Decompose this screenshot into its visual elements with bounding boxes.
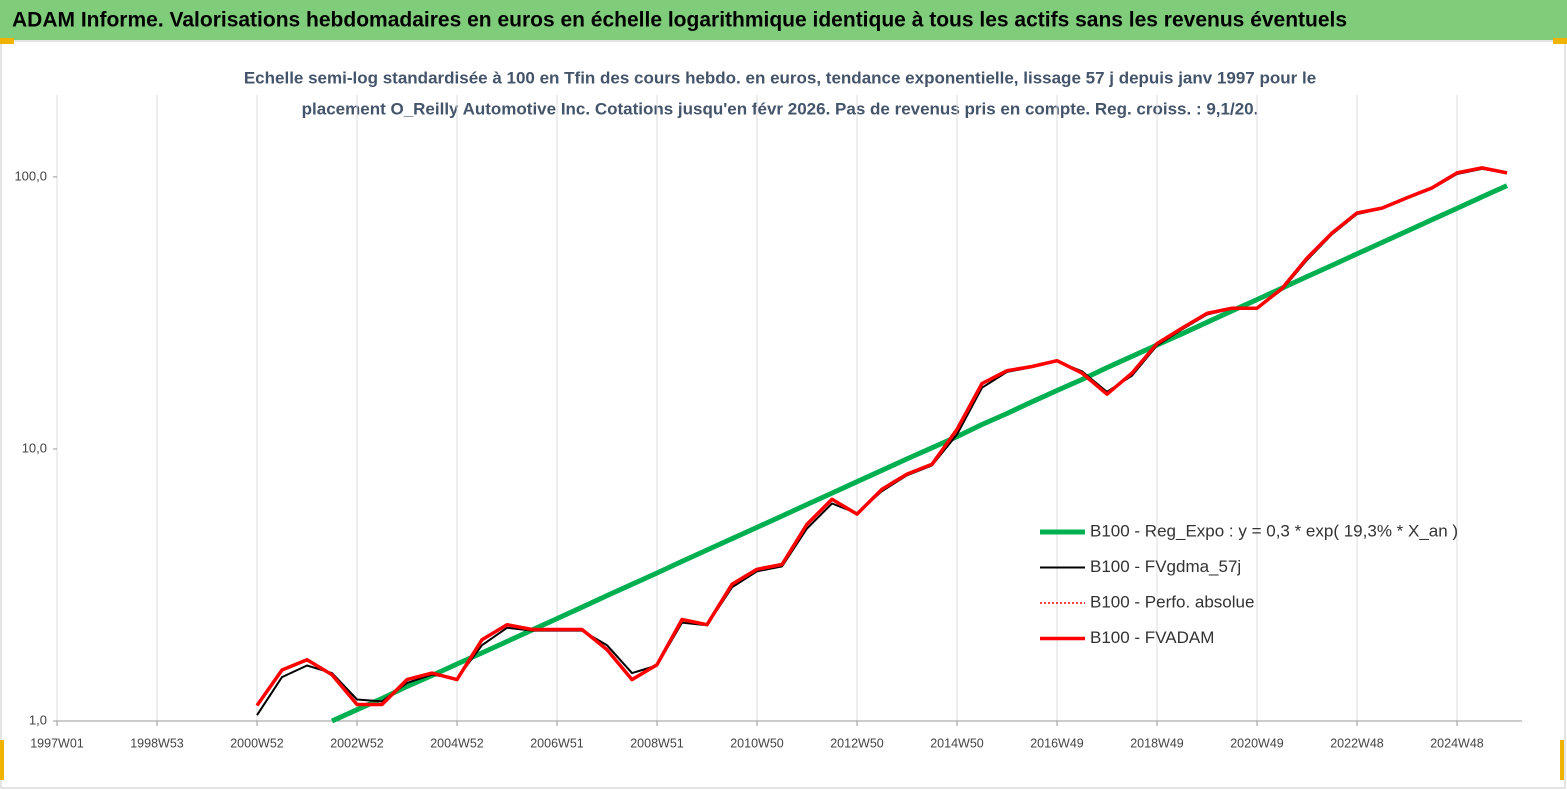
x-tick-label: 1998W53 — [130, 736, 184, 750]
x-tick-label: 2012W50 — [830, 736, 884, 750]
legend-label: B100 - Reg_Expo : y = 0,3 * exp( 19,3% *… — [1090, 521, 1458, 540]
title-banner — [0, 0, 1567, 40]
x-tick-label: 2022W48 — [1330, 736, 1384, 750]
x-tick-label: 1997W01 — [30, 736, 84, 750]
chart-title: ADAM Informe. Valorisations hebdomadaire… — [12, 9, 1347, 32]
x-tick-label: 2024W48 — [1430, 736, 1484, 750]
legend-label: B100 - FVgdma_57j — [1090, 557, 1241, 576]
x-tick-label: 2006W51 — [530, 736, 584, 750]
corner-mark — [0, 740, 4, 780]
legend-label: B100 - FVADAM — [1090, 628, 1214, 647]
x-tick-label: 2018W49 — [1130, 736, 1184, 750]
x-tick-label: 2008W51 — [630, 736, 684, 750]
x-tick-label: 2010W50 — [730, 736, 784, 750]
data-line — [330, 183, 1509, 724]
y-tick-label: 1,0 — [29, 712, 47, 727]
x-tick-label: 2016W49 — [1030, 736, 1084, 750]
x-tick-label: 2004W52 — [430, 736, 484, 750]
corner-mark — [1560, 740, 1564, 780]
y-tick-label: 10,0 — [22, 440, 47, 455]
chart-subtitle: Echelle semi-log standardisée à 100 en T… — [244, 68, 1316, 87]
corner-mark — [0, 38, 14, 44]
legend-label: B100 - Perfo. absolue — [1090, 592, 1254, 611]
chart-frame — [0, 40, 1566, 789]
x-tick-label: 2000W52 — [230, 736, 284, 750]
data-line — [255, 166, 1508, 707]
chart-subtitle: placement O_Reilly Automotive Inc. Cotat… — [302, 99, 1259, 118]
y-tick-label: 100,0 — [14, 168, 47, 183]
corner-mark — [1553, 38, 1567, 44]
x-tick-label: 2020W49 — [1230, 736, 1284, 750]
x-tick-label: 2002W52 — [330, 736, 384, 750]
x-tick-label: 2014W50 — [930, 736, 984, 750]
